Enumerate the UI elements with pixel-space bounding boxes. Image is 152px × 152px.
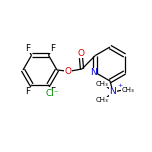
- Text: N: N: [110, 88, 116, 97]
- Text: CH₃: CH₃: [96, 97, 108, 103]
- Text: CH₃: CH₃: [122, 87, 134, 93]
- Text: CH₃: CH₃: [96, 81, 108, 87]
- Text: +: +: [117, 83, 122, 88]
- Text: F: F: [50, 44, 55, 53]
- Text: F: F: [25, 44, 30, 53]
- Text: F: F: [25, 87, 30, 96]
- Text: O: O: [64, 67, 71, 76]
- Text: O: O: [78, 48, 85, 57]
- Text: Cl⁻: Cl⁻: [45, 90, 59, 98]
- Text: F: F: [50, 87, 55, 96]
- Text: N: N: [90, 68, 97, 77]
